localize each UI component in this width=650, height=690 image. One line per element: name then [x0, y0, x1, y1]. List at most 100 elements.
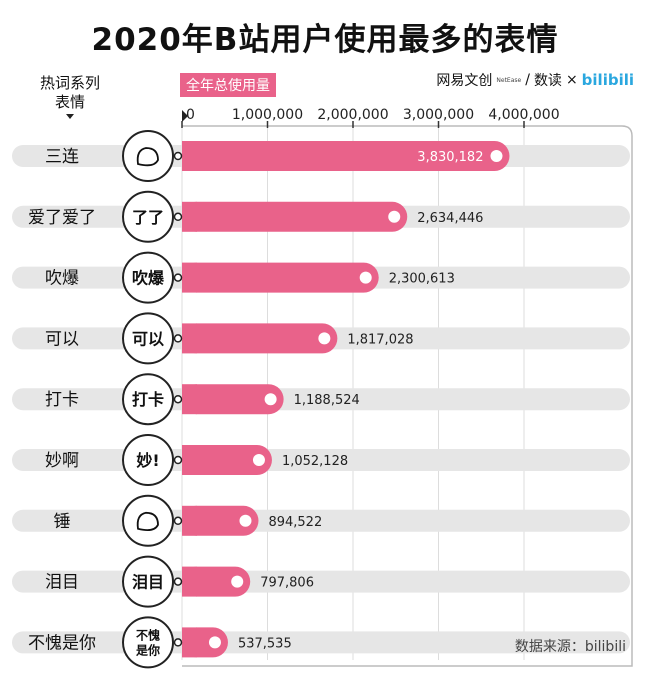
emoji-icon [122, 312, 174, 365]
bar-value-label: 2,300,613 [389, 272, 455, 287]
category-label: 泪目 [45, 573, 79, 593]
emoji-icon [122, 190, 174, 243]
emoji-icon [122, 434, 174, 486]
bar-left-edge [182, 141, 197, 171]
bar-value-label: 894,522 [268, 515, 322, 530]
category-label: 爱了爱了 [28, 208, 96, 228]
bar-left-edge [182, 262, 197, 293]
bar-end-dot [318, 332, 331, 345]
bar-left-edge [182, 566, 197, 597]
data-source: 数据来源：bilibili [514, 639, 626, 655]
bar-end-dot [359, 271, 372, 284]
bar-end-dot [231, 575, 244, 588]
chart-frame [182, 125, 633, 667]
emoji-icon-text: 了了 [132, 208, 164, 227]
bar-left-edge [182, 445, 197, 475]
bar-value-label: 3,830,182 [417, 150, 483, 165]
metric-label: 全年总使用量 [180, 73, 276, 97]
emoji-icon-text: 打卡 [132, 390, 164, 409]
bar-left-edge [182, 505, 197, 536]
bar [182, 384, 284, 415]
bar-row: 三连 3,830,182 [12, 130, 630, 182]
bar [182, 566, 251, 597]
bilibili-logo: bilibili [581, 71, 634, 89]
axis-origin-marker [182, 110, 188, 122]
connector-dot [173, 212, 183, 222]
emoji-icon-text: 妙! [136, 451, 159, 470]
bar-value-label: 2,634,446 [417, 211, 483, 226]
category-label: 不愧是你 [28, 633, 96, 653]
bar-row: 锤 894,522 [12, 494, 630, 547]
column-header-line2: 表情 [54, 93, 85, 111]
dushu-logo: 数读 [533, 73, 562, 89]
sort-arrow-icon [66, 114, 74, 119]
row-track [12, 570, 630, 593]
bar-row: 吹爆 吹爆 2,300,613 [12, 251, 630, 304]
connector-dot [173, 334, 183, 343]
emoji-icon [122, 251, 174, 304]
bar [182, 505, 259, 536]
bar-end-dot [208, 636, 221, 649]
bar-left-edge [182, 201, 197, 232]
emoji-icon [122, 130, 174, 182]
chart-title: 2020年B站用户使用最多的表情 [91, 22, 559, 58]
column-header-line1: 热词系列 [39, 74, 100, 92]
publisher-logos: 网易文创 NetEase / 数读 × bilibili [436, 70, 634, 90]
category-label: 三连 [45, 147, 79, 167]
x-tick-label: 3,000,000 [403, 107, 474, 123]
bar-end-dot [252, 454, 265, 466]
bar-value-label: 1,817,028 [347, 332, 413, 347]
category-label: 吹爆 [45, 269, 79, 289]
bar-value-label: 1,052,128 [282, 454, 348, 469]
bar-row: 可以 可以 1,817,028 [12, 312, 630, 365]
x-tick-label: 4,000,000 [488, 107, 559, 123]
bar-left-edge [182, 323, 197, 354]
emoji-icon-text: 吹爆 [132, 269, 165, 288]
times-icon: × [565, 72, 578, 88]
connector-dot [173, 151, 183, 161]
bar [182, 262, 379, 293]
emoji-icon-text: 泪目 [132, 573, 164, 592]
bar-value-label: 1,188,524 [294, 393, 360, 408]
bar-row: 泪目 泪目 797,806 [12, 555, 630, 608]
category-column-header: 热词系列 表情 [18, 74, 122, 119]
emoji-icon [122, 555, 174, 608]
hand-doodle-icon [136, 147, 159, 167]
hand-doodle-icon [136, 511, 159, 532]
x-tick-label: 1,000,000 [232, 107, 303, 123]
category-label: 锤 [54, 512, 71, 532]
connector-dot [173, 394, 183, 404]
bar-value-label: 797,806 [260, 576, 314, 591]
bar-end-dot [388, 210, 401, 223]
emoji-icon [122, 616, 174, 669]
category-label: 打卡 [45, 390, 79, 410]
connector-dot [173, 577, 183, 586]
netease-logo: 网易文创 [436, 73, 493, 89]
category-label: 可以 [45, 329, 79, 349]
bar-end-dot [264, 393, 277, 406]
x-tick-label: 2,000,000 [317, 107, 388, 123]
emoji-icon-text: 是你 [135, 642, 160, 657]
bar-value-label: 537,535 [238, 636, 292, 651]
bar [182, 323, 338, 354]
category-label: 妙啊 [45, 451, 79, 471]
connector-dot [173, 516, 183, 526]
bar [182, 445, 272, 475]
bar-row: 不愧是你 不愧是你 537,535 [12, 616, 630, 669]
bar-left-edge [182, 384, 197, 415]
bar [182, 201, 408, 232]
bar-end-dot [490, 150, 503, 162]
bar-row: 爱了爱了 了了 2,634,446 [12, 190, 630, 243]
emoji-icon-text: 可以 [132, 329, 164, 348]
bar-row: 妙啊 妙! 1,052,128 [12, 434, 630, 486]
bar [182, 141, 510, 171]
logo-separator: / [525, 72, 530, 88]
emoji-icon [122, 373, 174, 426]
connector-dot [173, 455, 183, 465]
bar-row: 打卡 打卡 1,188,524 [12, 373, 630, 426]
connector-dot [173, 273, 183, 282]
bar-left-edge [182, 627, 197, 658]
emoji-icon [122, 494, 174, 547]
emoji-icon-text: 不愧 [136, 627, 160, 642]
